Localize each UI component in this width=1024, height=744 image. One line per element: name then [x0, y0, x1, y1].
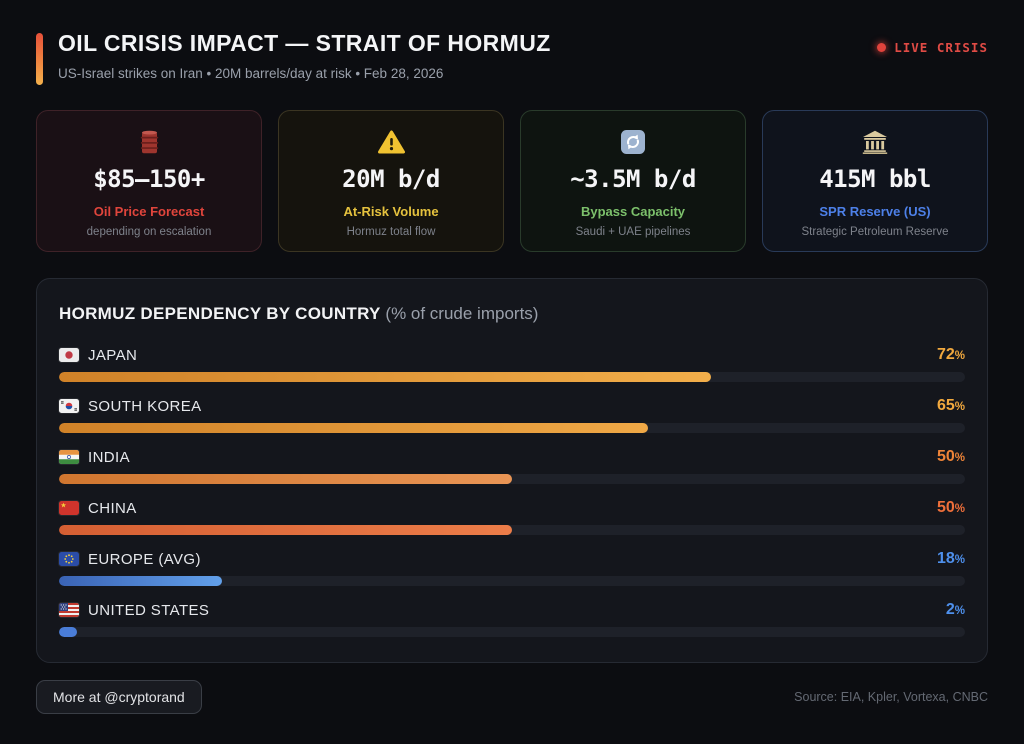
bar-fill — [59, 474, 512, 484]
flag-europe-avg-icon — [59, 552, 79, 566]
flag-united-states-icon — [59, 603, 79, 617]
flag-south-korea-icon — [59, 399, 79, 413]
country-name: JAPAN — [88, 346, 138, 364]
country-value: 72% — [937, 346, 965, 364]
dependency-row-europe-avg: EUROPE (AVG) 18% — [59, 550, 965, 586]
stat-card-value: $85—150+ — [93, 165, 205, 193]
bar-track — [59, 474, 965, 484]
country-value-number: 65 — [936, 397, 955, 414]
bar-fill — [59, 576, 223, 586]
country-value-number: 50 — [936, 448, 955, 465]
warning-triangle-icon — [279, 128, 503, 156]
stat-card-label: At-Risk Volume — [343, 204, 439, 219]
country-value-unit: % — [954, 605, 965, 617]
country-name: EUROPE (AVG) — [88, 550, 201, 568]
country-value: 50% — [937, 499, 965, 517]
country-value-unit: % — [954, 554, 965, 566]
stat-card-at-risk-volume: 20M b/d At-Risk Volume Hormuz total flow — [278, 110, 504, 252]
stat-card-label: Bypass Capacity — [580, 204, 686, 219]
more-at-button[interactable]: More at @cryptorand — [36, 680, 202, 714]
country-label: INDIA — [59, 449, 130, 466]
chart-title-main: HORMUZ DEPENDENCY BY COUNTRY — [59, 304, 381, 323]
bar-fill — [59, 372, 712, 382]
stat-card-label: Oil Price Forecast — [93, 204, 205, 219]
country-value-number: 72 — [936, 346, 955, 363]
bar-track — [59, 372, 965, 382]
dependency-row-united-states: UNITED STATES 2% — [59, 601, 965, 637]
chart-title: HORMUZ DEPENDENCY BY COUNTRY (% of crude… — [59, 304, 965, 324]
bar-fill — [59, 627, 78, 637]
dependency-row-japan: JAPAN 72% — [59, 346, 965, 382]
dependency-chart-panel: HORMUZ DEPENDENCY BY COUNTRY (% of crude… — [36, 278, 988, 663]
dependency-row-south-korea: SOUTH KOREA 65% — [59, 397, 965, 433]
country-value-unit: % — [954, 350, 965, 362]
page-title: OIL CRISIS IMPACT — STRAIT OF HORMUZ — [58, 30, 551, 56]
stat-card-subtext: depending on escalation — [86, 226, 212, 238]
country-label: UNITED STATES — [59, 602, 209, 619]
live-dot-icon — [877, 43, 887, 52]
stat-cards-row: $85—150+ Oil Price Forecast depending on e… — [36, 110, 988, 252]
country-value-unit: % — [954, 452, 965, 464]
country-value-unit: % — [954, 503, 965, 515]
country-name: INDIA — [88, 448, 131, 466]
dependency-row-china: CHINA 50% — [59, 499, 965, 535]
stat-card-subtext: Saudi + UAE pipelines — [575, 226, 691, 238]
oil-barrel-icon — [37, 128, 261, 156]
stat-card-value: 20M b/d — [342, 165, 440, 193]
dependency-rows: JAPAN 72% SOUTH KOREA 65% INDIA 50% CHINA 50% EU… — [59, 346, 965, 637]
country-value: 50% — [937, 448, 965, 466]
stat-card-spr-reserve-us: 415M bbl SPR Reserve (US) Strategic Petrol… — [762, 110, 988, 252]
refresh-arrows-icon — [521, 128, 745, 156]
bar-fill — [59, 525, 512, 535]
country-value: 18% — [937, 550, 965, 568]
header: OIL CRISIS IMPACT — STRAIT OF HORMUZ US-… — [36, 30, 988, 85]
country-label: EUROPE (AVG) — [59, 551, 201, 568]
chart-title-suffix-text: (% of crude imports) — [385, 304, 539, 323]
live-crisis-badge: LIVE CRISIS — [877, 40, 988, 55]
stat-card-value: 415M bbl — [819, 165, 931, 193]
country-value-number: 18 — [936, 550, 955, 567]
stat-card-value: ~3.5M b/d — [570, 165, 696, 193]
stat-card-subtext: Strategic Petroleum Reserve — [801, 226, 949, 238]
country-label: CHINA — [59, 500, 137, 517]
country-value-number: 50 — [936, 499, 955, 516]
bar-fill — [59, 423, 648, 433]
flag-india-icon — [59, 450, 79, 464]
stat-card-bypass-capacity: ~3.5M b/d Bypass Capacity Saudi + UAE pipe… — [520, 110, 746, 252]
stat-card-label: SPR Reserve (US) — [819, 204, 931, 219]
country-label: JAPAN — [59, 347, 137, 364]
country-name: CHINA — [88, 499, 137, 517]
accent-bar — [36, 33, 43, 85]
stat-card-subtext: Hormuz total flow — [346, 226, 436, 238]
live-badge-label: LIVE CRISIS — [894, 40, 988, 55]
flag-china-icon — [59, 501, 79, 515]
country-label: SOUTH KOREA — [59, 398, 202, 415]
source-text: Source: EIA, Kpler, Vortexa, CNBC — [794, 690, 988, 704]
country-value: 65% — [937, 397, 965, 415]
country-name: UNITED STATES — [88, 601, 210, 619]
footer: More at @cryptorand Source: EIA, Kpler, … — [36, 680, 988, 714]
country-value-unit: % — [954, 401, 965, 413]
stat-card-oil-price-forecast: $85—150+ Oil Price Forecast depending on e… — [36, 110, 262, 252]
bar-track — [59, 576, 965, 586]
bar-track — [59, 525, 965, 535]
flag-japan-icon — [59, 348, 79, 362]
bank-building-icon — [763, 128, 987, 156]
country-value-number: 2 — [945, 601, 955, 618]
page-subtitle: US-Israel strikes on Iran • 20M barrels/… — [58, 66, 444, 81]
country-value: 2% — [946, 601, 965, 619]
dependency-row-india: INDIA 50% — [59, 448, 965, 484]
bar-track — [59, 423, 965, 433]
country-name: SOUTH KOREA — [88, 397, 202, 415]
bar-track — [59, 627, 965, 637]
